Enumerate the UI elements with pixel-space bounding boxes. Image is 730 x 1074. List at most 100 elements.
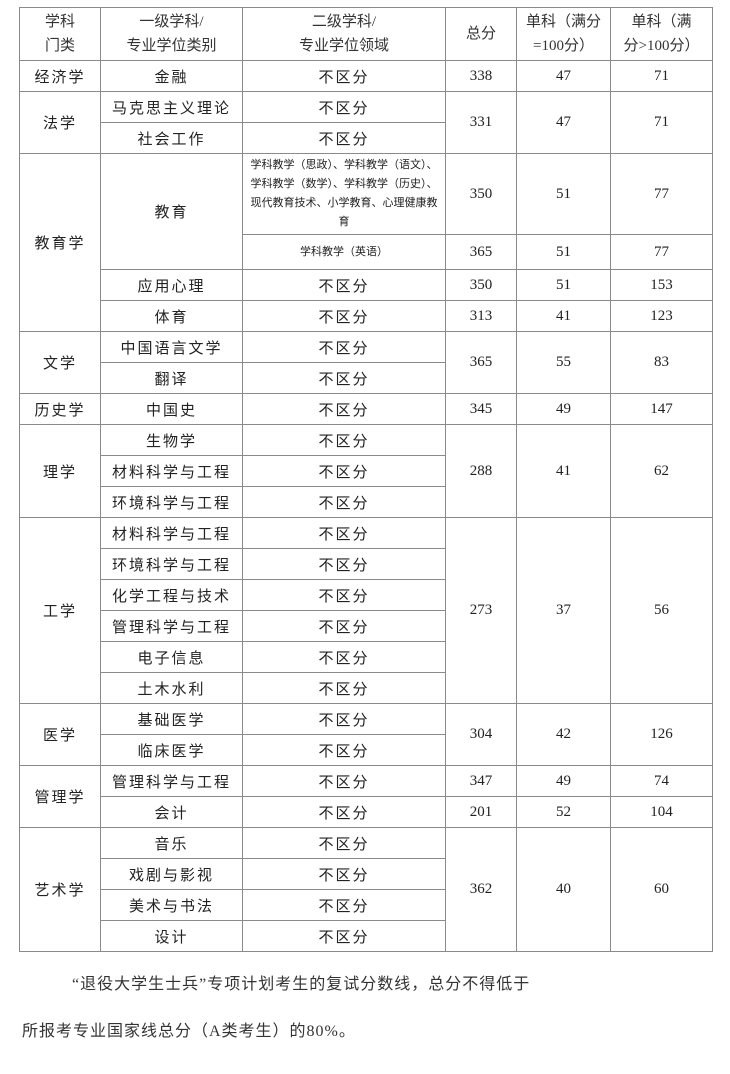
table-cell: 马克思主义理论 (100, 91, 243, 123)
table-cell: 51 (516, 269, 611, 301)
table-cell: 不区分 (242, 610, 446, 642)
table-cell: 304 (445, 703, 517, 766)
table-cell: 不区分 (242, 548, 446, 580)
header-first-level-subject: 一级学科/ 专业学位类别 (100, 7, 243, 61)
table-cell: 不区分 (242, 641, 446, 673)
table-cell: 350 (445, 269, 517, 301)
table-cell: 41 (516, 424, 611, 518)
table-cell: 经济学 (19, 60, 101, 92)
table-cell: 83 (610, 331, 713, 394)
table-cell: 不区分 (242, 827, 446, 859)
table-row: 教育学 教育 学科教学（思政）、学科教学（语文）、学科教学（数学）、学科教学（历史）… (19, 153, 713, 332)
table-cell: 331 (445, 91, 517, 154)
table-cell: 教育学 (19, 153, 101, 332)
table-cell: 不区分 (242, 455, 446, 487)
table-cell: 历史学 (19, 393, 101, 425)
table-cell: 123 (610, 300, 713, 332)
table-row: 法学 马克思主义理论 不区分 331 47 71 (19, 91, 713, 154)
header-discipline-category: 学科 门类 (19, 7, 101, 61)
table-cell: 347 (445, 765, 517, 797)
table-cell: 不区分 (242, 517, 446, 549)
table-cell: 不区分 (242, 331, 446, 363)
table-row: 电子信息 不区分 (20, 641, 713, 673)
table-row: 管理科学与工程 不区分 (20, 610, 713, 642)
table-cell: 不区分 (242, 672, 446, 704)
table-cell: 不区分 (242, 393, 446, 425)
table-cell: 71 (610, 60, 713, 92)
table-row: 环境科学与工程 不区分 (20, 548, 713, 580)
score-table: 学科 门类 一级学科/ 专业学位类别 二级学科/ 专业学位领域 总分 单科（满分 =10… (19, 7, 713, 952)
table-cell: 工学 (19, 517, 101, 704)
table-cell: 生物学 (100, 424, 243, 456)
table-cell: 37 (516, 517, 611, 704)
table-cell: 不区分 (242, 362, 446, 394)
table-cell: 不区分 (242, 424, 446, 456)
table-cell: 不区分 (242, 60, 446, 92)
table-row: 管理学 管理科学与工程 不区分 347 49 74 (19, 765, 713, 828)
table-cell: 273 (445, 517, 517, 704)
table-row: 临床医学 不区分 (20, 734, 713, 766)
table-cell: 41 (516, 300, 611, 332)
table-cell: 55 (516, 331, 611, 394)
table-cell: 医学 (19, 703, 101, 766)
table-cell: 不区分 (242, 579, 446, 611)
table-cell: 音乐 (100, 827, 243, 859)
table-cell: 不区分 (242, 486, 446, 518)
table-cell: 管理科学与工程 (100, 610, 243, 642)
table-row: 经济学 金融 不区分 338 47 71 (19, 60, 713, 92)
note-line-2: 所报考专业国家线总分（A类考生）的80%。 (22, 1023, 356, 1040)
table-cell: 艺术学 (19, 827, 101, 952)
table-cell: 51 (516, 153, 611, 235)
table-cell: 147 (610, 393, 713, 425)
table-cell: 201 (445, 796, 517, 828)
table-cell: 313 (445, 300, 517, 332)
table-cell: 104 (610, 796, 713, 828)
table-row: 戏剧与影视 不区分 (20, 858, 713, 890)
table-cell: 学科教学（思政）、学科教学（语文）、学科教学（数学）、学科教学（历史）、现代教育… (242, 153, 446, 235)
table-cell: 土木水利 (100, 672, 243, 704)
table-cell: 不区分 (242, 858, 446, 890)
header-row: 学科 门类 一级学科/ 专业学位类别 二级学科/ 专业学位领域 总分 单科（满分 =10… (19, 7, 713, 61)
table-cell: 362 (445, 827, 517, 952)
table-cell: 环境科学与工程 (100, 548, 243, 580)
table-row: 美术与书法 不区分 (20, 889, 713, 921)
table-cell: 71 (610, 91, 713, 154)
table-cell: 不区分 (242, 765, 446, 797)
table-cell: 49 (516, 393, 611, 425)
table-cell: 62 (610, 424, 713, 518)
table-cell: 60 (610, 827, 713, 952)
table-cell: 77 (610, 153, 713, 235)
table-row: 应用心理 不区分 350 51 153 (20, 269, 713, 301)
table-cell: 中国语言文学 (100, 331, 243, 363)
table-row: 会计 不区分 201 52 104 (20, 796, 713, 828)
table-cell: 学科教学（英语） (242, 234, 446, 270)
table-cell: 126 (610, 703, 713, 766)
table-cell: 临床医学 (100, 734, 243, 766)
table-cell: 不区分 (242, 91, 446, 123)
table-cell: 文学 (19, 331, 101, 394)
table-cell: 不区分 (242, 300, 446, 332)
table-cell: 365 (445, 331, 517, 394)
table-row: 材料科学与工程 不区分 (20, 455, 713, 487)
table-cell: 350 (445, 153, 517, 235)
table-row: 学科教学（英语） 365 51 77 (20, 234, 713, 270)
table-cell: 材料科学与工程 (100, 455, 243, 487)
table-row: 社会工作 不区分 (20, 122, 713, 154)
table-cell: 教育 (100, 153, 243, 270)
table-row: 环境科学与工程 不区分 (20, 486, 713, 518)
table-cell: 电子信息 (100, 641, 243, 673)
note-line-1: “退役大学生士兵”专项计划考生的复试分数线，总分不得低于 (72, 976, 531, 993)
table-cell: 材料科学与工程 (100, 517, 243, 549)
table-row: 体育 不区分 313 41 123 (20, 300, 713, 332)
table-cell: 美术与书法 (100, 889, 243, 921)
table-row: 艺术学 音乐 不区分 362 40 60 (19, 827, 713, 952)
table-cell: 42 (516, 703, 611, 766)
table-cell: 52 (516, 796, 611, 828)
table-cell: 51 (516, 234, 611, 270)
table-cell: 环境科学与工程 (100, 486, 243, 518)
table-cell: 338 (445, 60, 517, 92)
table-cell: 不区分 (242, 734, 446, 766)
table-cell: 153 (610, 269, 713, 301)
header-second-level-subject: 二级学科/ 专业学位领域 (242, 7, 446, 61)
table-row: 理学 生物学 不区分 288 41 62 (19, 424, 713, 518)
